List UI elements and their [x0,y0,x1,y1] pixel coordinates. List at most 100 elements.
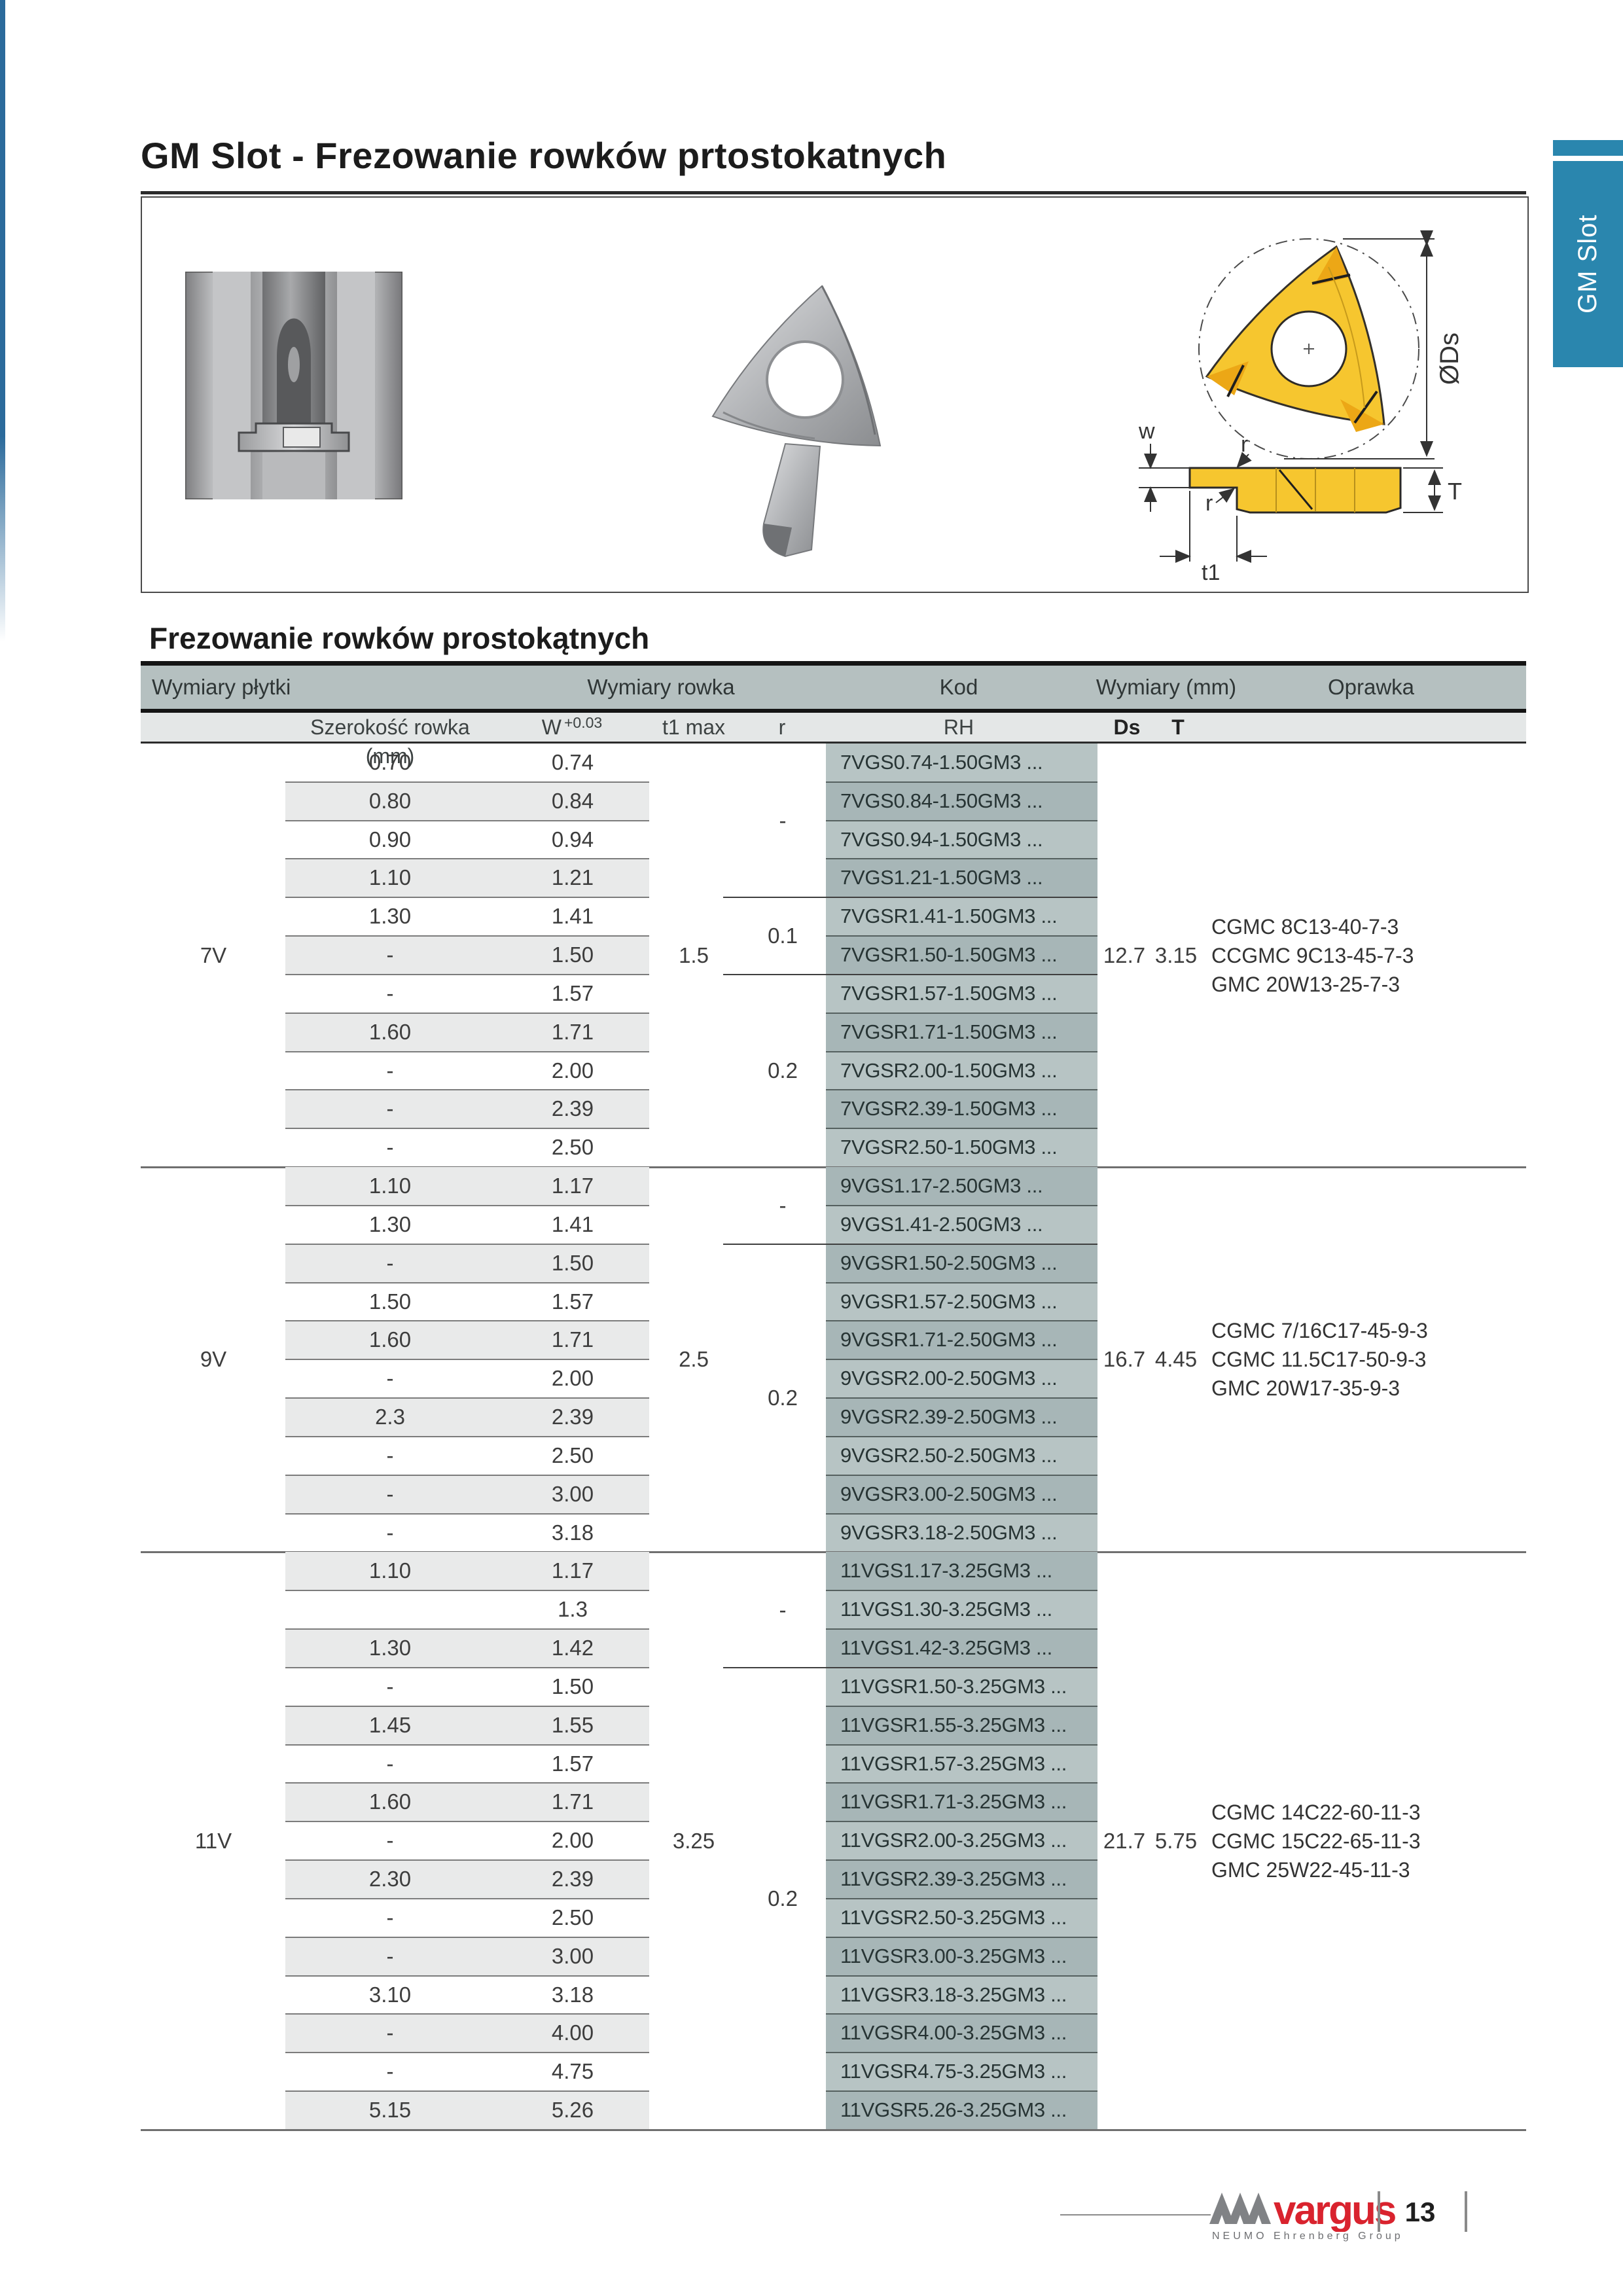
row-stripe [285,2014,649,2053]
cell-t: 3.15 [1154,942,1198,967]
cell-r: - [779,808,787,833]
cell-code: 11VGSR1.50-3.25GM3 ... [840,1674,1067,1698]
cell-holders: CGMC 14C22-60-11-3 CGMC 15C22-65-11-3 GMC … [1211,1798,1519,1884]
row-divider [285,1628,649,1630]
dim-label-r-bottom: r [1205,491,1213,516]
code-divider [826,781,1097,783]
code-divider [826,1936,1097,1938]
cell-groove-width: 1.10 [368,1174,412,1198]
cell-code: 11VGSR4.75-3.25GM3 ... [840,2060,1067,2083]
code-divider [826,1435,1097,1437]
cell-code: 11VGSR4.00-3.25GM3 ... [840,2021,1067,2045]
cell-groove-width: - [386,1443,394,1467]
holder-code: CGMC 14C22-60-11-3 [1211,1800,1421,1824]
cell-code: 7VGSR1.57-1.50GM3 ... [840,981,1058,1005]
cell-w: 1.42 [551,1636,594,1660]
table-body: 0.70 0.74 7VGS0.74-1.50GM3 ... 0.80 0.84 7VGS… [141,744,1526,2131]
footer-divider-2 [1465,2191,1467,2232]
cell-w: 2.00 [551,1828,594,1853]
row-divider [285,1859,649,1861]
row-divider [285,1821,649,1823]
cell-groove-width: - [386,1058,394,1083]
cell-groove-width: - [386,942,394,967]
cell-w: 1.71 [551,1019,594,1044]
cell-groove-width: - [386,1250,394,1275]
cell-groove-width: 1.50 [368,1289,412,1314]
code-divider [826,1782,1097,1784]
cell-holders: CGMC 8C13-40-7-3 CCGMC 9C13-45-7-3 GMC 20W… [1211,912,1519,999]
section-divider [141,2128,1526,2131]
code-cell-bg [826,1898,1097,1937]
cell-t1max: 3.25 [672,1828,715,1853]
title-rule [141,191,1526,194]
code-cell-bg [826,1282,1097,1321]
table-header-groups [141,661,1526,713]
cell-w: 1.57 [551,1289,594,1314]
header-w-tolerance: +0.03 [564,714,603,731]
code-divider [826,1859,1097,1861]
row-divider [285,1744,649,1746]
cell-insert-type: 7V [200,942,227,967]
row-divider [285,1397,649,1399]
cell-groove-width: - [386,1520,394,1545]
holder-code: CGMC 7/16C17-45-9-3 [1211,1319,1428,1343]
vargus-logo-text: vargus [1274,2190,1395,2232]
code-divider [826,1975,1097,1977]
cell-groove-width: 1.10 [368,865,412,890]
cell-w: 3.00 [551,1943,594,1968]
page-number: 13 [1404,2197,1436,2227]
cell-ds: 21.7 [1103,1828,1146,1853]
cell-w: 2.00 [551,1058,594,1083]
row-divider [285,2090,649,2092]
cell-w: 1.50 [551,1250,594,1275]
cell-w: 2.50 [551,1443,594,1467]
cell-code: 11VGSR1.57-3.25GM3 ... [840,1751,1067,1775]
code-cell-bg [826,1436,1097,1475]
code-cell-bg [826,1167,1097,1206]
side-tab-gm-slot[interactable]: GM Slot [1553,161,1623,367]
code-divider [826,1012,1097,1014]
code-divider [826,1821,1097,1823]
cell-insert-type: 9V [200,1347,227,1372]
code-divider [826,1359,1097,1361]
cell-w: 1.41 [551,1211,594,1236]
cell-ds: 12.7 [1103,942,1146,967]
cell-code: 11VGS1.30-3.25GM3 ... [840,1598,1052,1621]
cell-groove-width: 0.90 [368,827,412,852]
cell-w: 1.71 [551,1789,594,1814]
cell-groove-width: 1.45 [368,1712,412,1737]
code-cell-bg [826,820,1097,859]
code-divider [826,2090,1097,2092]
cell-w: 3.00 [551,1481,594,1506]
code-cell-bg [826,1706,1097,1745]
row-divider [285,1666,649,1668]
code-divider [826,1050,1097,1052]
cell-w: 2.00 [551,1366,594,1391]
cell-w: 1.71 [551,1327,594,1352]
tool-cross-section-photo [185,272,402,499]
cell-w: 1.17 [551,1174,594,1198]
cell-code: 9VGS1.17-2.50GM3 ... [840,1174,1043,1198]
cell-code: 11VGS1.17-3.25GM3 ... [840,1559,1052,1583]
code-cell-bg [826,1590,1097,1630]
r-group-divider [723,1666,1097,1668]
cell-groove-width: 0.80 [368,788,412,813]
row-divider [285,1282,649,1283]
row-divider [285,1089,649,1091]
cell-code: 9VGSR2.00-2.50GM3 ... [840,1367,1058,1390]
cell-groove-width: 0.70 [368,750,412,774]
code-cell-bg [826,1821,1097,1861]
holder-code: CGMC 15C22-65-11-3 [1211,1829,1421,1853]
cell-groove-width: - [386,1096,394,1121]
r-group-divider [723,1243,1097,1245]
insert-dimension-diagram: ØDs w r r t1 T [1138,230,1464,585]
holder-code: CGMC 11.5C17-50-9-3 [1211,1348,1427,1372]
cell-code: 9VGSR2.39-2.50GM3 ... [840,1405,1058,1429]
cell-r: - [779,1597,787,1622]
header-szerokosc: Szerokość rowka (mm) [310,715,470,768]
code-cell-bg [826,1205,1097,1244]
cell-groove-width: 1.60 [368,1019,412,1044]
row-divider [285,1975,649,1977]
code-cell-bg [826,936,1097,975]
code-divider [826,1282,1097,1283]
